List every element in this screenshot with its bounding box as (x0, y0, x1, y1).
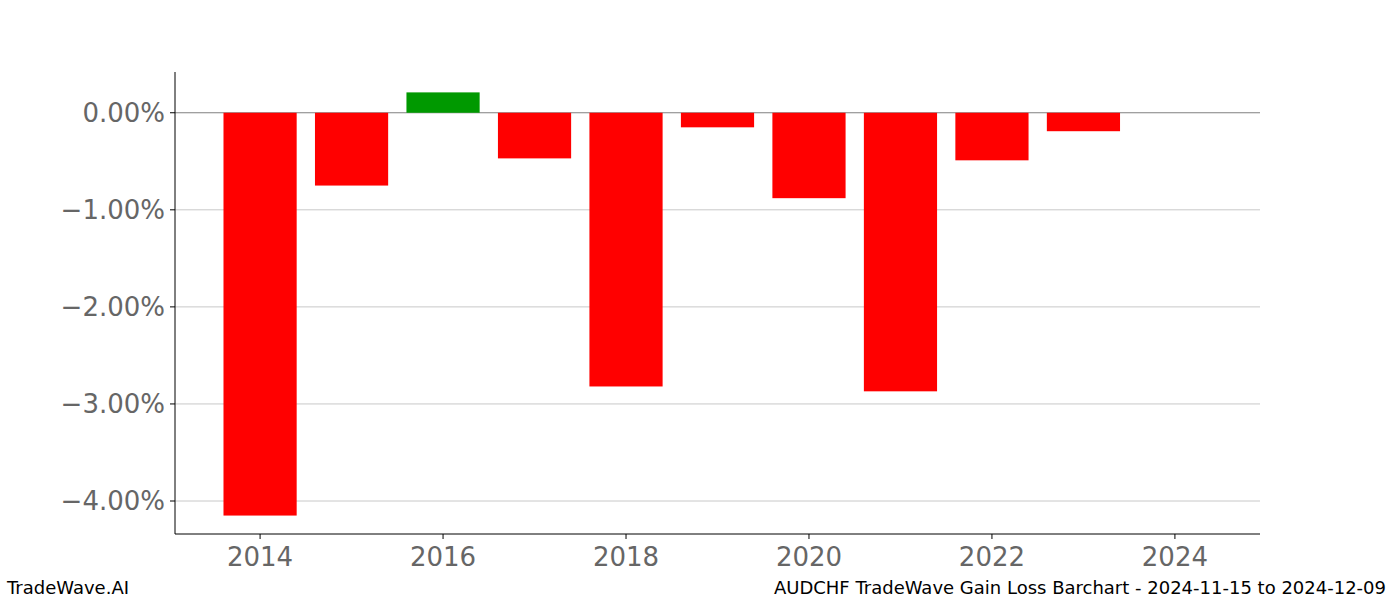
chart: 0.00% −1.00% −2.00% −3.00% −4.00% 2014 2016 201… (0, 0, 1400, 600)
y-tick (170, 306, 175, 307)
y-tick (170, 403, 175, 404)
bar (498, 113, 571, 159)
x-tick (991, 534, 992, 539)
x-tick (808, 534, 809, 539)
x-tick (1174, 534, 1175, 539)
bar (955, 113, 1028, 161)
y-axis-line (175, 72, 176, 534)
title: AUDCHF TradeWave Gain Loss Barchart - 20… (774, 577, 1386, 598)
y-tick (170, 501, 175, 502)
x-tick-label: 2018 (593, 542, 659, 572)
grid-line (175, 403, 1260, 404)
bar (223, 113, 296, 516)
y-tick-label: 0.00% (82, 98, 165, 128)
grid-line (175, 501, 1260, 502)
bar (681, 113, 754, 128)
x-tick-label: 2024 (1142, 542, 1208, 572)
y-tick-label: −1.00% (61, 195, 165, 225)
bar (589, 113, 662, 387)
y-tick (170, 112, 175, 113)
y-tick-label: −4.00% (61, 486, 165, 516)
x-tick (626, 534, 627, 539)
y-tick-label: −3.00% (61, 389, 165, 419)
y-tick-label: −2.00% (61, 292, 165, 322)
bar (406, 92, 479, 112)
grid-line (175, 306, 1260, 307)
bar (864, 113, 937, 392)
x-tick-label: 2014 (227, 542, 293, 572)
watermark: TradeWave.AI (6, 577, 129, 598)
x-tick-label: 2020 (776, 542, 842, 572)
x-axis-line (175, 534, 1260, 535)
bar (1047, 113, 1120, 131)
grid-line (175, 209, 1260, 210)
y-tick (170, 209, 175, 210)
bars (223, 92, 1120, 515)
x-tick (443, 534, 444, 539)
x-tick (260, 534, 261, 539)
bar (315, 113, 388, 186)
x-tick-label: 2022 (959, 542, 1025, 572)
x-tick-label: 2016 (410, 542, 476, 572)
bar (772, 113, 845, 198)
